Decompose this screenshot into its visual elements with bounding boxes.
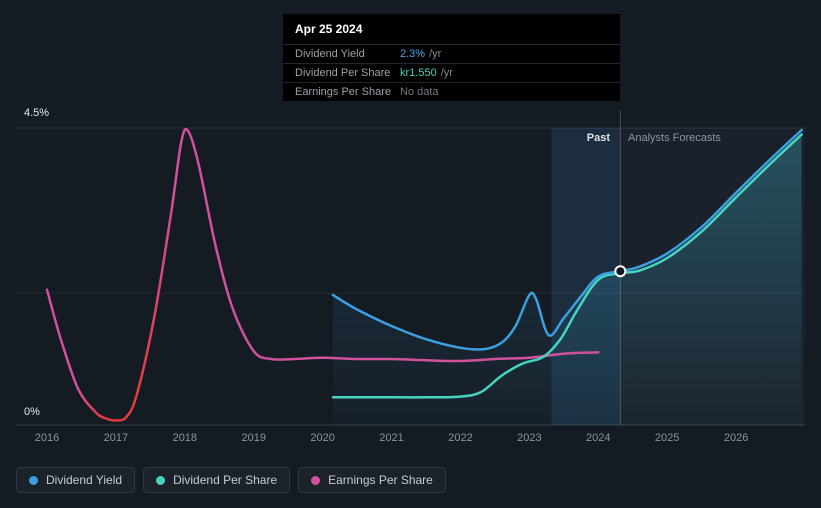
x-axis-label: 2020	[310, 432, 335, 444]
x-axis-label: 2026	[723, 432, 749, 444]
tooltip-row-dividend-yield: Dividend Yield 2.3% /yr	[283, 44, 620, 63]
chart-legend: Dividend Yield Dividend Per Share Earnin…	[16, 467, 446, 493]
x-axis-label: 2018	[172, 432, 198, 444]
tooltip-value: No data	[400, 86, 439, 98]
tooltip-date: Apr 25 2024	[295, 22, 363, 36]
x-axis-label: 2024	[586, 432, 611, 444]
legend-label: Dividend Yield	[46, 473, 123, 487]
tooltip-row-dividend-per-share: Dividend Per Share kr1.550 /yr	[283, 63, 620, 82]
dividend-per-share-dot-icon	[156, 475, 166, 485]
x-axis-label: 2025	[654, 432, 680, 444]
dividend-yield-dot-icon	[29, 475, 38, 485]
earnings-per-share-dot-icon	[311, 475, 321, 485]
legend-label: Dividend Per Share	[173, 473, 278, 487]
tooltip-unit: /yr	[440, 67, 453, 79]
forecast-zone-label: Analysts Forecasts	[628, 132, 721, 144]
x-axis-label: 2021	[379, 432, 404, 444]
x-axis-label: 2023	[517, 432, 542, 444]
tooltip-value: 2.3%	[400, 48, 426, 60]
dividend-per-share-line	[331, 133, 803, 399]
selected-point-marker	[614, 265, 627, 278]
tooltip-label: Dividend Yield	[295, 48, 365, 60]
x-axis: 2016 2017 2018 2019 2020 2021 2022 2023 2024 2025…	[0, 432, 821, 446]
y-axis-min-label: 0%	[24, 406, 40, 418]
y-axis-max-label: 4.5%	[24, 107, 50, 119]
chart-tooltip: Apr 25 2024 Dividend Yield 2.3% /yr Divi…	[283, 14, 620, 101]
dividend-per-share-area	[333, 134, 802, 425]
legend-item-dividend-yield[interactable]: Dividend Yield	[16, 467, 136, 493]
tooltip-row-earnings-per-share: Earnings Per Share No data	[283, 82, 620, 101]
tooltip-label: Earnings Per Share	[295, 86, 391, 98]
legend-item-earnings-per-share[interactable]: Earnings Per Share	[298, 467, 446, 493]
dividend-yield-line	[331, 128, 803, 351]
x-axis-label: 2022	[448, 432, 473, 444]
x-axis-label: 2019	[241, 432, 266, 444]
tooltip-unit: /yr	[429, 48, 442, 60]
x-axis-label: 2016	[34, 432, 60, 444]
x-axis-label: 2017	[103, 432, 129, 444]
legend-item-dividend-per-share[interactable]: Dividend Per Share	[143, 467, 291, 493]
legend-label: Earnings Per Share	[328, 473, 433, 487]
earnings-per-share-line	[45, 127, 600, 422]
tooltip-label: Dividend Per Share	[295, 67, 391, 79]
past-zone-label: Past	[586, 132, 610, 144]
tooltip-value: kr1.550	[400, 67, 437, 79]
